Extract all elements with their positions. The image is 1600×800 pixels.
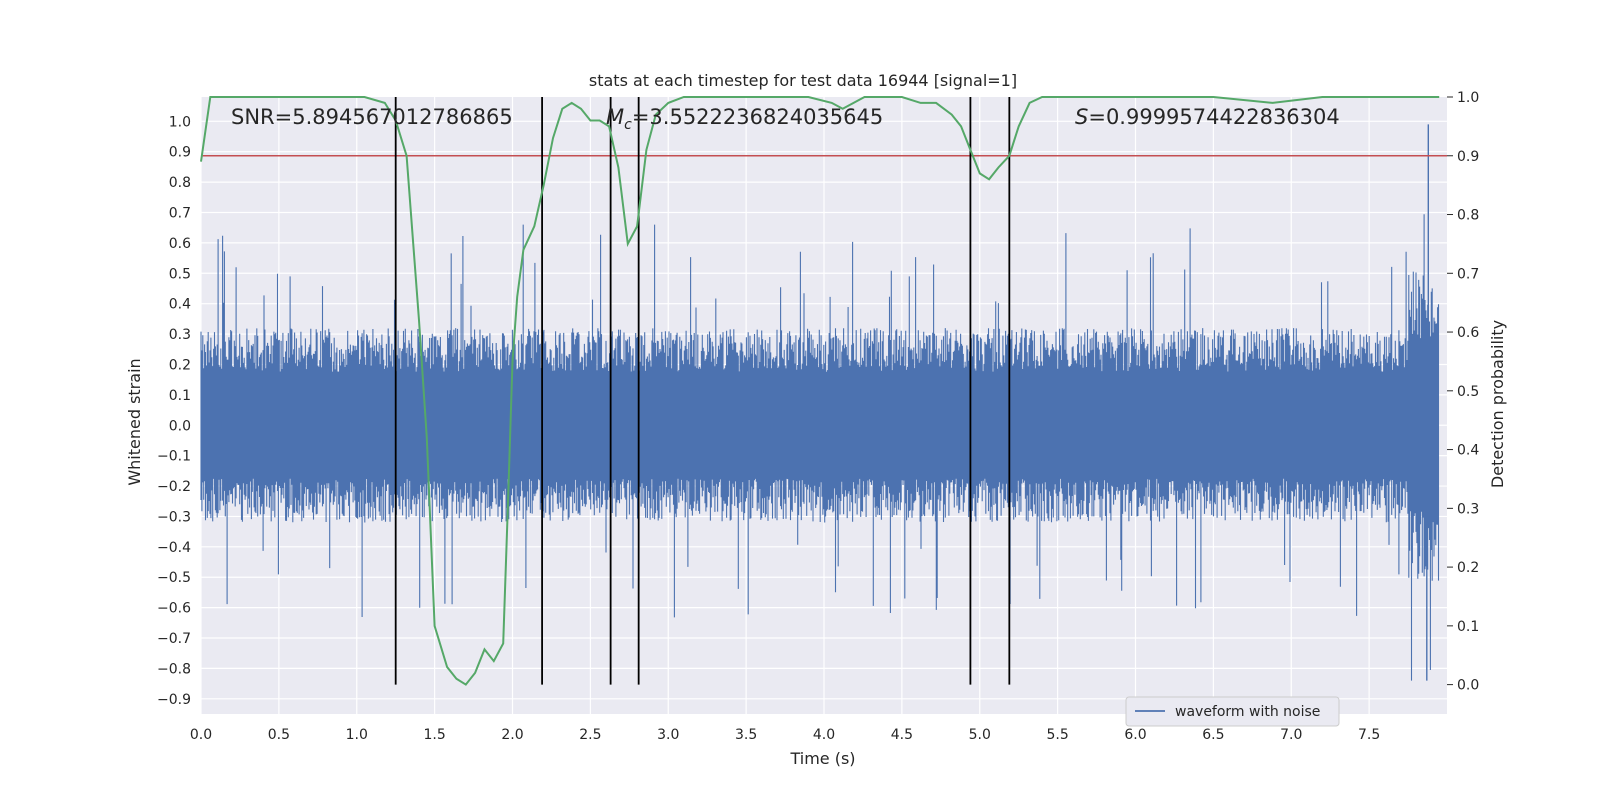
s-annotation: S=0.9999574422836304 [1075,105,1340,129]
chirp-mass-subscript: c [624,117,632,133]
x-tick-label: 1.0 [346,727,368,743]
y-tick-label: 0.1 [169,388,191,404]
y2-tick-label: 0.1 [1457,619,1479,635]
y-tick-label: 0.6 [169,236,191,252]
x-tick-label: 6.0 [1124,727,1146,743]
y-tick-label: −0.7 [157,631,191,647]
y-axis-label: Whitened strain [125,358,144,485]
y-tick-label: 0.3 [169,327,191,343]
y-tick-label: −0.6 [157,601,191,617]
legend: waveform with noise [1125,696,1340,727]
y2-tick-label: 0.5 [1457,384,1479,400]
y2-tick-label: 0.6 [1457,325,1479,341]
x-axis-ticks: 0.0 0.5 1.0 1.5 2.0 2.5 3.0 3.5 4.0 4.5 5.0 5.5 6.0 6… [190,727,1380,743]
x-tick-label: 5.5 [1046,727,1068,743]
waveform-noise-path [200,214,1440,681]
chirp-mass-annotation: Mc=3.5522236824035645 [606,105,883,133]
x-tick-label: 2.0 [501,727,523,743]
x-axis-label: Time (s) [789,749,855,768]
y2-axis-label: Detection probability [1488,320,1507,488]
chirp-mass-symbol: M [606,105,624,129]
legend-box [1125,696,1340,727]
snr-annotation: SNR=5.894567012786865 [231,105,513,129]
right-y-axis-ticks: 1.0 0.9 0.8 0.7 0.6 0.5 0.4 0.3 0.2 0.1 0.0 [1447,90,1479,694]
left-y-axis-ticks: 1.0 0.9 0.8 0.7 0.6 0.5 0.4 0.3 0.2 0.1 0.0 −0.1 −0.… [157,114,191,707]
s-value: =0.9999574422836304 [1088,105,1339,129]
y2-tick-label: 0.4 [1457,443,1479,459]
x-tick-label: 0.0 [190,727,212,743]
x-tick-label: 1.5 [423,727,445,743]
y-tick-label: 1.0 [169,114,191,130]
x-tick-label: 5.0 [969,727,991,743]
chart-title: stats at each timestep for test data 169… [589,71,1017,90]
waveform-with-noise-series [200,124,1440,681]
y-tick-label: 0.9 [169,145,191,161]
x-tick-label: 4.0 [813,727,835,743]
x-tick-label: 3.0 [657,727,679,743]
y-tick-label: −0.5 [157,570,191,586]
s-symbol: S [1075,105,1088,129]
y-tick-label: 0.0 [169,418,191,434]
y-tick-label: −0.3 [157,509,191,525]
y-tick-label: 0.8 [169,175,191,191]
y-tick-label: −0.8 [157,661,191,677]
x-tick-label: 4.5 [891,727,913,743]
x-tick-label: 0.5 [268,727,290,743]
vertical-marker-lines [394,97,1011,685]
y2-tick-label: 0.8 [1457,208,1479,224]
x-tick-label: 6.5 [1202,727,1224,743]
detection-probability-line [200,96,1440,686]
y-tick-label: −0.1 [157,449,191,465]
y-tick-label: −0.9 [157,692,191,708]
y2-tick-label: 1.0 [1457,90,1479,106]
y-tick-label: 0.4 [169,297,191,313]
y-tick-label: 0.5 [169,266,191,282]
x-tick-label: 2.5 [579,727,601,743]
x-tick-label: 7.5 [1358,727,1380,743]
x-tick-label: 7.0 [1280,727,1302,743]
y-tick-label: −0.2 [157,479,191,495]
y2-tick-label: 0.2 [1457,560,1479,576]
chirp-mass-value: =3.5522236824035645 [632,105,883,129]
x-tick-label: 3.5 [735,727,757,743]
y-tick-label: −0.4 [157,540,191,556]
y2-tick-label: 0.7 [1457,266,1479,282]
legend-label-waveform: waveform with noise [1175,704,1320,720]
y2-tick-label: 0.9 [1457,149,1479,165]
y-tick-label: 0.2 [169,357,191,373]
y-tick-label: 0.7 [169,205,191,221]
y2-tick-label: 0.3 [1457,501,1479,517]
y2-tick-label: 0.0 [1457,678,1479,694]
